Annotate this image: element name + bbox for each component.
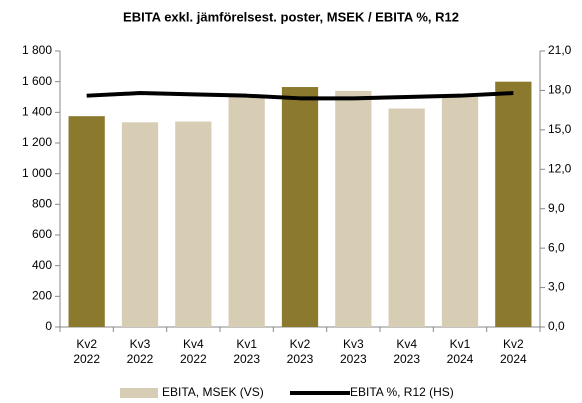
x-tick-label: Kv3: [130, 337, 151, 351]
y-tick-label: 1 800: [22, 43, 52, 57]
bar: [335, 90, 372, 327]
line: [86, 91, 514, 101]
x-tick-label: Kv3: [343, 337, 364, 351]
bar: [228, 97, 265, 327]
x-tick-label: 2022: [180, 352, 207, 366]
chart-title: EBITA exkl. jämförelsest. poster, MSEK /…: [123, 9, 459, 24]
y-tick-label: 1 600: [22, 74, 52, 88]
y2-tick-label: 3,0: [548, 280, 565, 294]
x-tick-label: 2024: [500, 352, 527, 366]
x-tick-label: 2022: [73, 352, 100, 366]
y2-tick-label: 9,0: [548, 201, 565, 215]
y-tick-label: 800: [32, 197, 52, 211]
y-tick-label: 1 400: [22, 105, 52, 119]
bar: [68, 116, 105, 328]
x-tick-label: 2023: [233, 352, 260, 366]
bar: [175, 121, 212, 328]
y-tick-label: 200: [32, 289, 52, 303]
y2-tick-label: 12,0: [548, 161, 572, 175]
y2-tick-label: 18,0: [548, 83, 572, 97]
x-tick-label: 2023: [287, 352, 314, 366]
legend-label: EBITA, MSEK (VS): [162, 385, 264, 399]
bar: [495, 81, 532, 328]
y2-tick-label: 6,0: [548, 240, 565, 254]
bar: [281, 87, 319, 328]
y-tick-label: 1 000: [22, 166, 52, 180]
legend-label: EBITA %, R12 (HS): [350, 385, 454, 399]
y-tick-label: 0: [45, 319, 52, 333]
x-tick-label: 2023: [393, 352, 420, 366]
y-tick-label: 1 200: [22, 135, 52, 149]
bar: [121, 122, 159, 327]
x-tick-label: Kv2: [503, 337, 524, 351]
y2-tick-label: 21,0: [548, 43, 572, 57]
x-tick-label: 2022: [127, 352, 154, 366]
x-tick-label: Kv1: [236, 337, 257, 351]
y2-tick-label: 0,0: [548, 319, 565, 333]
x-tick-label: Kv4: [183, 337, 204, 351]
x-tick-label: 2023: [340, 352, 367, 366]
legend-swatch: [120, 388, 158, 398]
x-tick-label: 2024: [447, 352, 474, 366]
y-tick-label: 400: [32, 258, 52, 272]
x-tick-label: Kv2: [76, 337, 97, 351]
bar: [441, 97, 479, 327]
x-tick-label: Kv4: [396, 337, 417, 351]
y2-tick-label: 15,0: [548, 122, 572, 136]
x-tick-label: Kv2: [290, 337, 311, 351]
x-tick-label: Kv1: [450, 337, 471, 351]
bar: [388, 108, 425, 327]
y-tick-label: 600: [32, 227, 52, 241]
